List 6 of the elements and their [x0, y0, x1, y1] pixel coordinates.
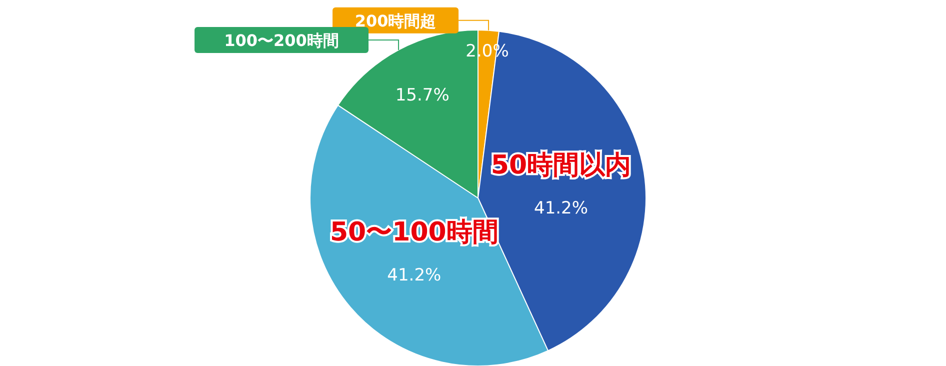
data-label: 41.2%	[387, 266, 442, 286]
data-label: 41.2%	[534, 198, 588, 218]
legend-label: 200時間超	[354, 11, 436, 30]
slice-label: 50時間以内	[490, 150, 632, 180]
slice-label: 100〜200時間	[224, 30, 339, 50]
data-label: 15.7%	[395, 85, 450, 106]
